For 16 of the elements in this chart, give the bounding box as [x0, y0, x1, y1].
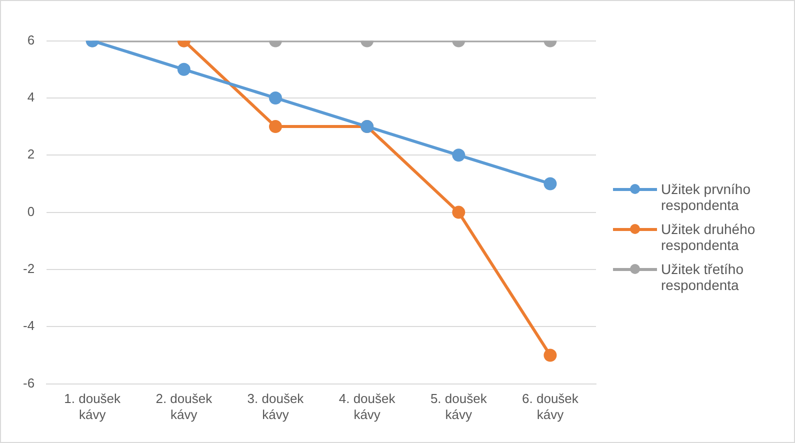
- y-tick-label: -6: [22, 375, 35, 390]
- y-tick-label: 6: [27, 32, 35, 48]
- y-tick-label: -4: [22, 318, 35, 334]
- y-tick-label: 0: [27, 204, 35, 219]
- y-tick-label: 2: [27, 146, 35, 162]
- x-tick-label: 3. doušek kávy: [247, 391, 304, 422]
- legend-label: Užitek druhého respondenta: [661, 221, 756, 253]
- legend-label: Užitek prvního respondenta: [661, 181, 752, 213]
- x-tick-label: 1. doušek kávy: [64, 391, 122, 422]
- y-tick-label: -2: [22, 261, 35, 276]
- x-tick-label: 5. doušek kávy: [430, 391, 488, 422]
- y-tick-label: 4: [27, 90, 35, 105]
- x-tick-label: 2. doušek kávy: [156, 391, 213, 422]
- x-tick-label: 4. doušek kávy: [338, 391, 396, 422]
- legend-label: Užitek třetího respondenta: [661, 261, 744, 293]
- x-tick-label: 6. doušek kávy: [522, 391, 579, 422]
